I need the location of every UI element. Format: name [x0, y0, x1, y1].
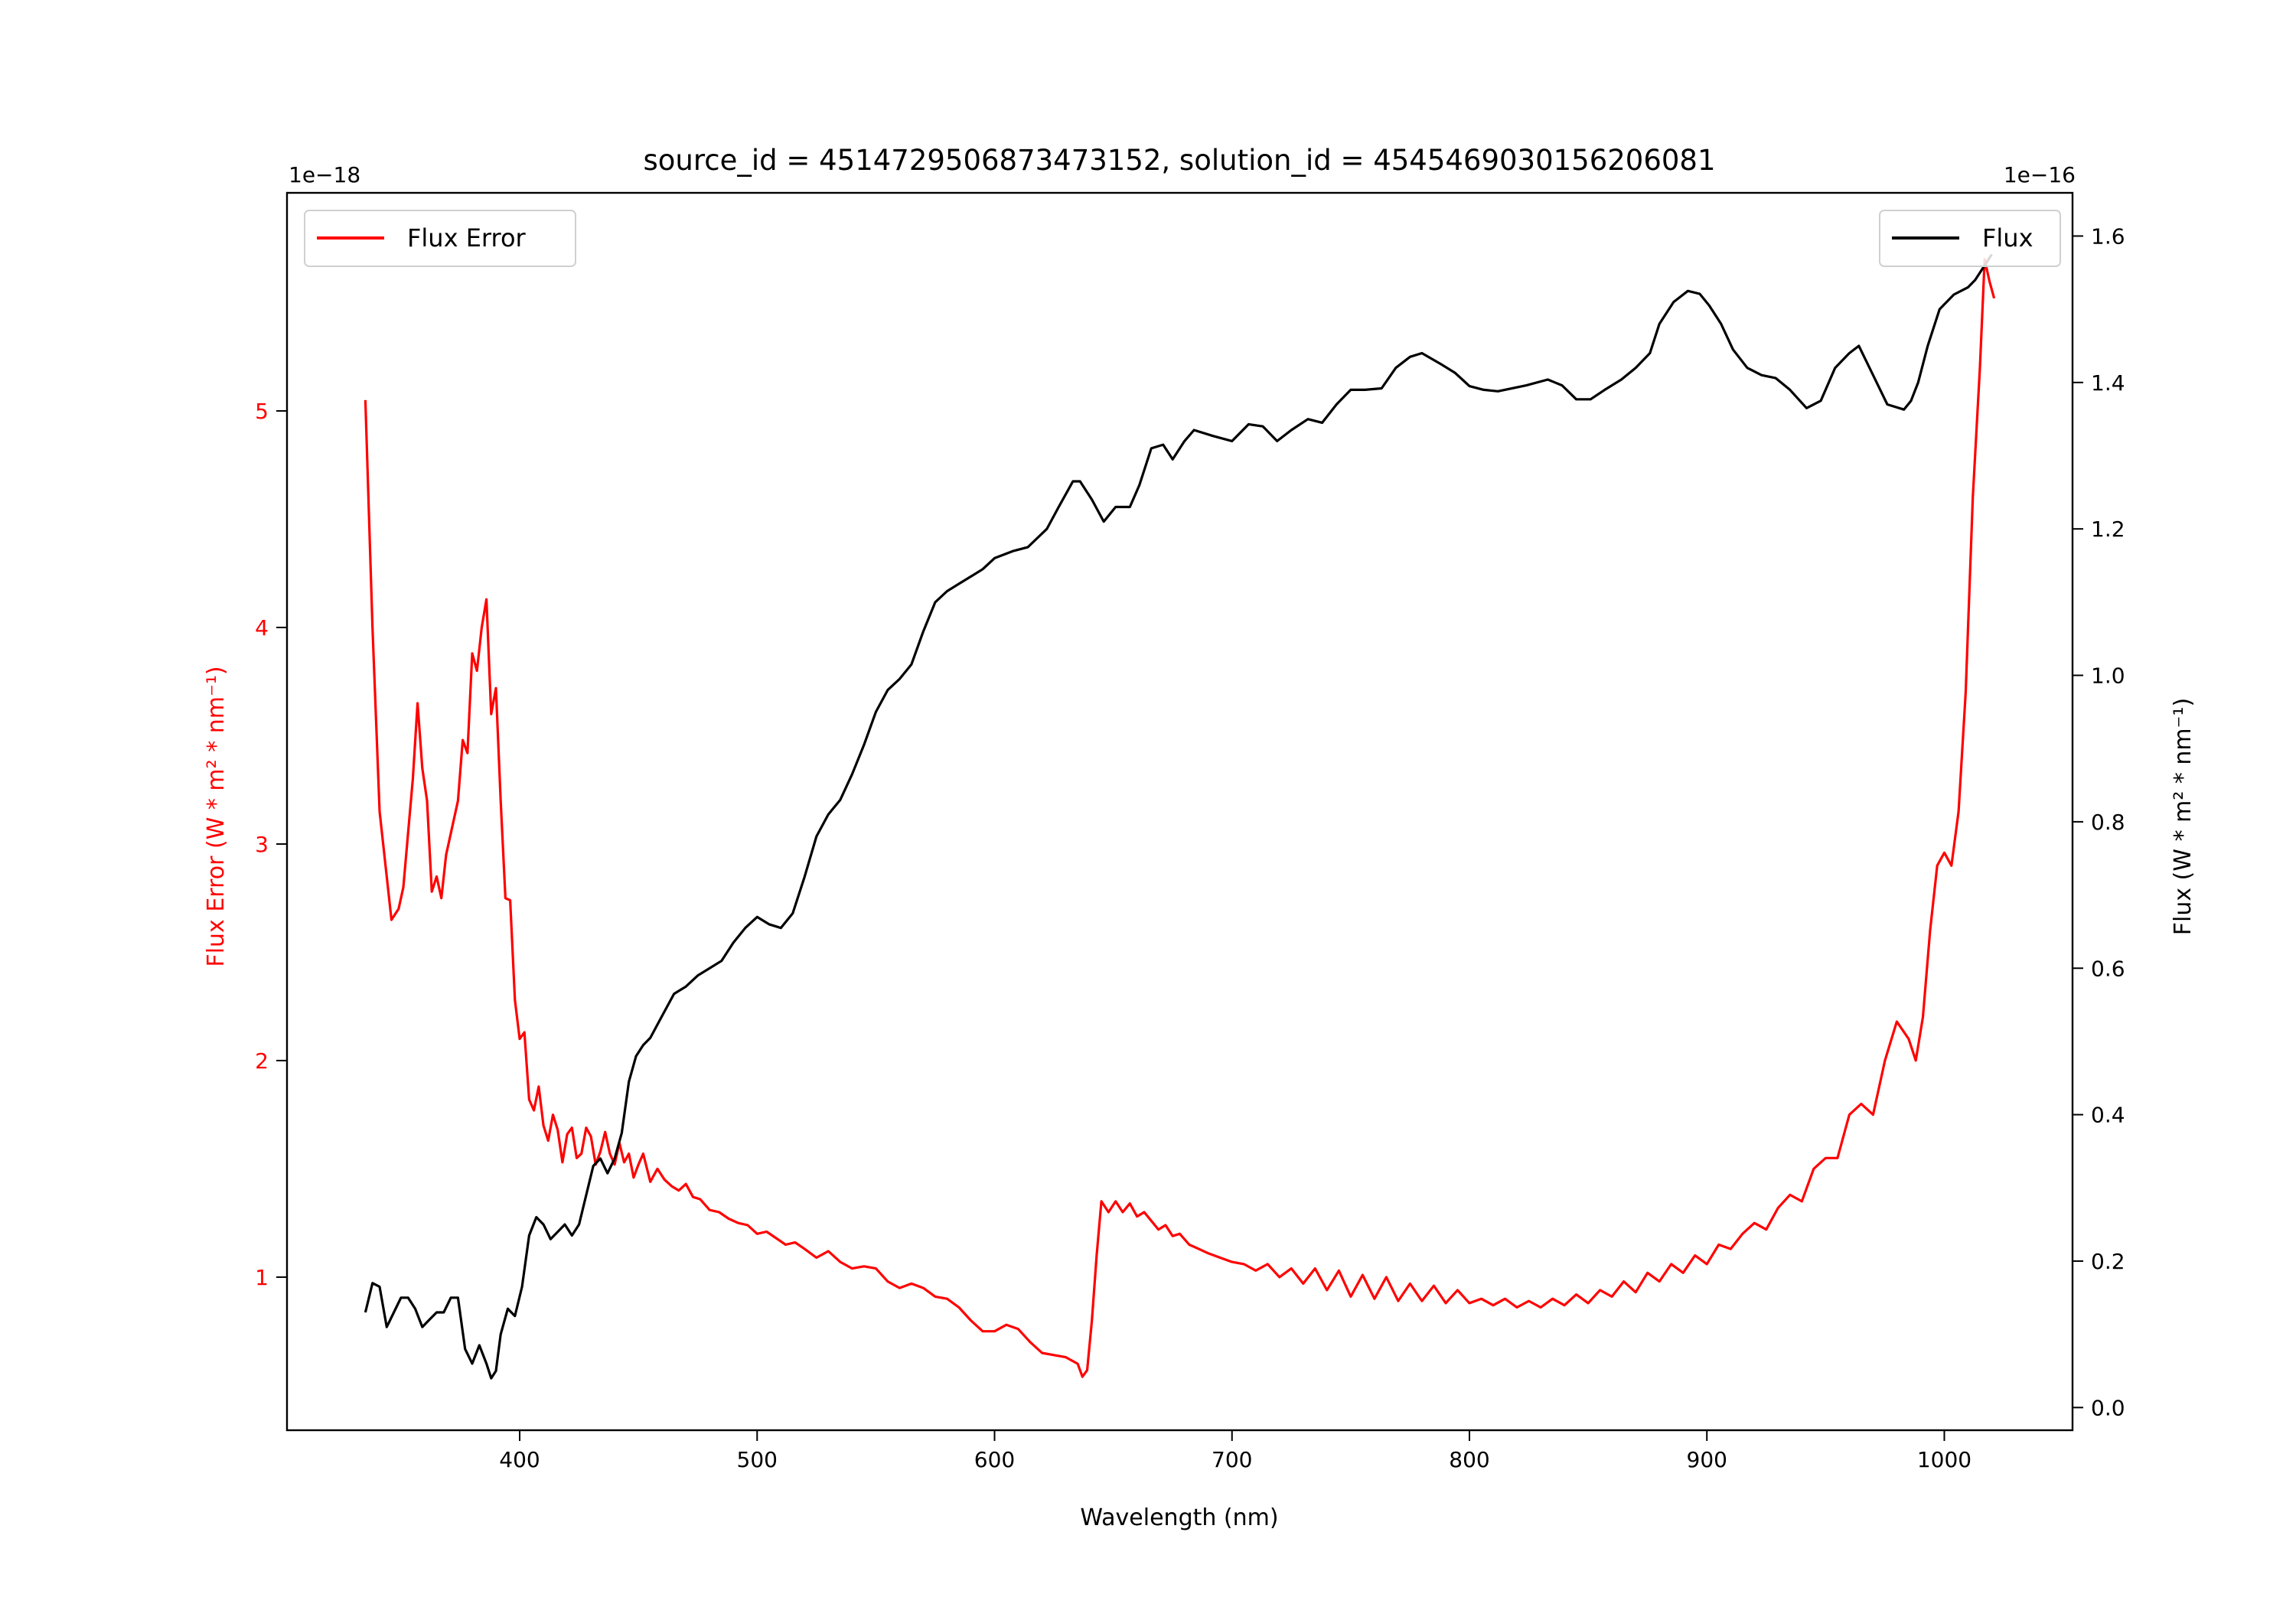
legend-flux-error: Flux Error	[304, 210, 576, 267]
left-y-tick-label: 3	[255, 832, 269, 857]
x-tick-label: 400	[499, 1447, 540, 1472]
right-y-tick-label: 0.2	[2091, 1249, 2125, 1274]
x-tick-label: 800	[1449, 1447, 1489, 1472]
right-y-tick-label: 0.4	[2091, 1103, 2125, 1128]
right-y-axis-label: Flux (W * m² * nm⁻¹)	[2170, 698, 2197, 935]
x-tick-label: 1000	[1917, 1447, 1971, 1472]
left-y-tick-label: 1	[255, 1265, 269, 1290]
left-y-tick-label: 2	[255, 1048, 269, 1074]
x-tick-label: 500	[737, 1447, 778, 1472]
legend-box	[1879, 210, 2061, 267]
axes-frame	[285, 191, 2074, 1432]
legends: Flux Error Flux	[304, 210, 2061, 267]
legend-flux: Flux	[1879, 210, 2061, 267]
left-y-tick-label: 5	[255, 399, 269, 424]
right-y-tick-label: 1.6	[2091, 223, 2125, 249]
right-y-tick-label: 1.2	[2091, 517, 2125, 542]
right-y-tick-label: 0.0	[2091, 1395, 2125, 1420]
flux-error-line	[364, 258, 1996, 1378]
x-tick-label: 700	[1212, 1447, 1252, 1472]
flux-line	[364, 253, 1993, 1380]
legend-box	[304, 210, 576, 267]
right-y-tick-label: 1.4	[2091, 370, 2125, 396]
plot-area	[364, 253, 1996, 1380]
chart-title: source_id = 4514729506873473152, solutio…	[643, 144, 1715, 177]
legend-label: Flux Error	[407, 223, 527, 253]
left-y-tick-label: 4	[255, 615, 269, 641]
axes: 400 500 600 700 800 900 1000 1 2 3 4 5 0.0 0.2 0.4 0.6 0…	[255, 191, 2125, 1472]
legend-label: Flux	[1982, 223, 2033, 253]
left-y-axis-label: Flux Error (W * m² * nm⁻¹)	[203, 666, 230, 966]
x-axis-label: Wavelength (nm)	[1080, 1504, 1278, 1531]
right-y-tick-label: 0.6	[2091, 956, 2125, 981]
right-y-tick-label: 0.8	[2091, 810, 2125, 835]
left-axis-offset-text: 1e−18	[289, 162, 360, 187]
x-tick-label: 600	[974, 1447, 1015, 1472]
right-axis-offset-text: 1e−16	[2004, 162, 2076, 187]
x-tick-label: 900	[1687, 1447, 1727, 1472]
right-y-tick-label: 1.0	[2091, 663, 2125, 689]
